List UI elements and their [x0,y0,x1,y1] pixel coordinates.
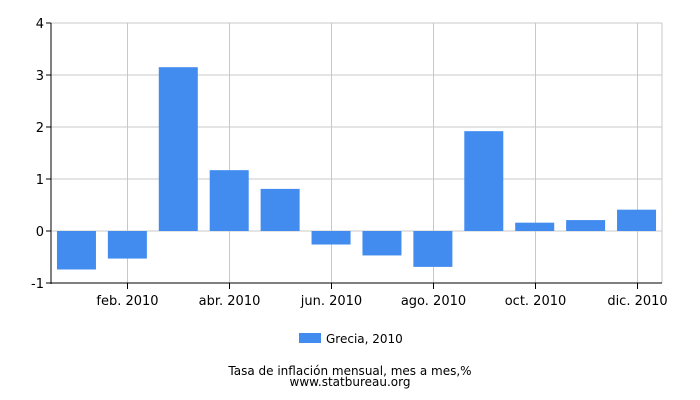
x-tick-label: feb. 2010 [96,294,158,309]
x-tick-label: ago. 2010 [401,294,466,309]
legend-swatch [299,333,321,343]
x-tick-label: abr. 2010 [199,294,261,309]
chart-grid [51,22,663,284]
x-tick-label: jun. 2010 [300,294,362,309]
bar-1 [56,231,96,270]
bar-3 [158,67,198,231]
x-tick-labels: feb. 2010 abr. 2010 jun. 2010 ago. 2010 oct.… [96,294,667,309]
chart-legend: Grecia, 2010 [299,332,403,346]
source-url: www.statbureau.org [289,375,411,389]
bar-8 [413,231,453,267]
bar-5 [260,188,300,231]
bar-2 [107,231,147,259]
bar-6 [311,231,351,245]
y-tick-label: 4 [36,17,44,32]
y-tick-label: 0 [36,225,44,240]
bar-4 [209,170,249,231]
bar-7 [362,231,402,256]
y-tick-label: 2 [36,121,44,136]
y-tick-label: -1 [31,277,44,292]
chart-axes [46,22,662,289]
chart-bars [56,67,657,270]
x-tick-label: oct. 2010 [505,294,567,309]
bar-12 [617,209,657,231]
bar-9 [464,131,504,231]
x-tick-label: dic. 2010 [607,294,667,309]
bar-10 [515,222,555,231]
y-tick-label: 3 [36,69,44,84]
legend-label-grecia: Grecia, 2010 [326,332,403,346]
chart-caption: Tasa de inflación mensual, mes a mes,% [228,364,472,378]
bar-11 [566,220,606,231]
y-tick-label: 1 [36,173,44,188]
y-tick-labels: -1 0 1 2 3 4 [31,17,44,292]
